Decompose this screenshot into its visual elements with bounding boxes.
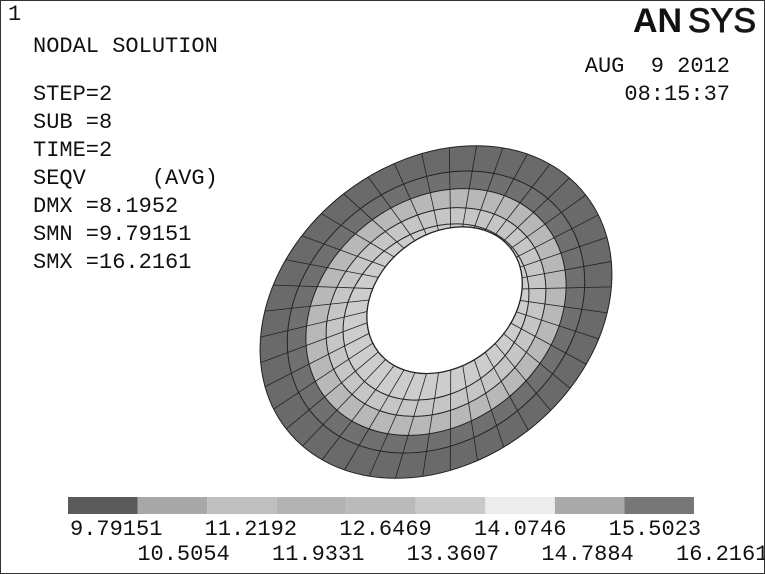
mesh-line bbox=[510, 322, 587, 365]
mesh-line bbox=[421, 153, 439, 231]
legend-swatch bbox=[554, 497, 625, 514]
mesh-line bbox=[494, 343, 551, 411]
info-line: TIME=2 bbox=[33, 138, 112, 163]
mesh-line bbox=[519, 236, 608, 268]
legend-swatch bbox=[624, 497, 694, 514]
legend: 9.7915110.505411.219211.933112.646913.36… bbox=[68, 497, 765, 567]
mesh-line bbox=[260, 311, 368, 338]
mesh-line bbox=[273, 284, 373, 289]
mesh-line bbox=[422, 372, 439, 477]
mesh-line bbox=[321, 365, 395, 461]
model bbox=[259, 145, 613, 479]
mesh-line bbox=[503, 333, 571, 389]
window-number: 1 bbox=[8, 2, 21, 27]
info-line: SMN =9.79151 bbox=[33, 222, 191, 247]
mesh-line bbox=[510, 194, 586, 249]
mesh-line bbox=[343, 193, 405, 249]
date: AUG 9 2012 bbox=[585, 54, 730, 79]
legend-label: 14.0746 bbox=[474, 517, 566, 542]
mesh-line bbox=[264, 332, 370, 388]
mesh-line bbox=[516, 214, 599, 258]
legend-label: 15.5023 bbox=[609, 517, 701, 542]
legend-swatch bbox=[137, 497, 208, 514]
mesh-line bbox=[344, 369, 405, 471]
mesh-line bbox=[368, 372, 416, 477]
mesh-line bbox=[302, 359, 386, 447]
mesh-line bbox=[449, 370, 452, 471]
torus-hole bbox=[366, 226, 523, 375]
info-line: SUB =8 bbox=[33, 110, 112, 135]
legend-swatch bbox=[415, 497, 486, 514]
mesh-line bbox=[503, 177, 570, 242]
mesh-line bbox=[395, 373, 427, 479]
mesh-line bbox=[473, 147, 504, 228]
mesh-line bbox=[448, 147, 452, 228]
info-line: STEP=2 bbox=[33, 82, 112, 107]
legend-swatch bbox=[346, 497, 416, 514]
logo-light: SYS bbox=[688, 2, 756, 40]
mesh-line bbox=[521, 286, 612, 290]
info-line: DMX =8.1952 bbox=[33, 194, 178, 219]
info-block: STEP=2 SUB =8 TIME=2 SEQV (AVG) DMX =8.1952 S… bbox=[33, 82, 218, 275]
mesh-line bbox=[260, 322, 368, 363]
mesh-line bbox=[516, 311, 599, 340]
mesh-line bbox=[484, 153, 528, 231]
mesh-line bbox=[520, 300, 608, 314]
mesh-line bbox=[462, 145, 477, 227]
info-line: SMX =16.2161 bbox=[33, 250, 191, 275]
mesh-line bbox=[484, 352, 529, 431]
legend-label: 14.7884 bbox=[541, 542, 633, 567]
mesh-line bbox=[367, 176, 416, 242]
legend-label: 9.79151 bbox=[70, 517, 162, 542]
title: NODAL SOLUTION bbox=[33, 34, 218, 59]
legend-label: 11.2192 bbox=[205, 517, 297, 542]
mesh-line bbox=[285, 259, 379, 278]
mesh-line bbox=[286, 351, 379, 430]
legend-swatch bbox=[485, 497, 555, 514]
logo-bold: AN bbox=[633, 2, 682, 40]
mesh-line bbox=[264, 299, 370, 312]
legend-label: 10.5054 bbox=[137, 542, 229, 567]
legend-swatch bbox=[68, 497, 138, 514]
legend-swatch bbox=[207, 497, 277, 514]
mesh-line bbox=[321, 213, 395, 258]
legend-label: 13.3607 bbox=[407, 542, 499, 567]
legend-label: 11.9331 bbox=[272, 542, 364, 567]
mesh-line bbox=[462, 365, 478, 461]
mesh-line bbox=[473, 359, 505, 448]
mesh-line bbox=[494, 163, 551, 236]
mesh-line bbox=[273, 342, 374, 410]
legend-swatch bbox=[276, 497, 347, 514]
time: 08:15:37 bbox=[624, 82, 730, 107]
mesh-line bbox=[301, 235, 386, 268]
mesh-line bbox=[521, 261, 612, 279]
mesh-line bbox=[394, 163, 427, 235]
info-line: SEQV (AVG) bbox=[33, 166, 218, 191]
legend-label: 16.2161 bbox=[676, 542, 765, 567]
legend-label: 12.6469 bbox=[339, 517, 431, 542]
